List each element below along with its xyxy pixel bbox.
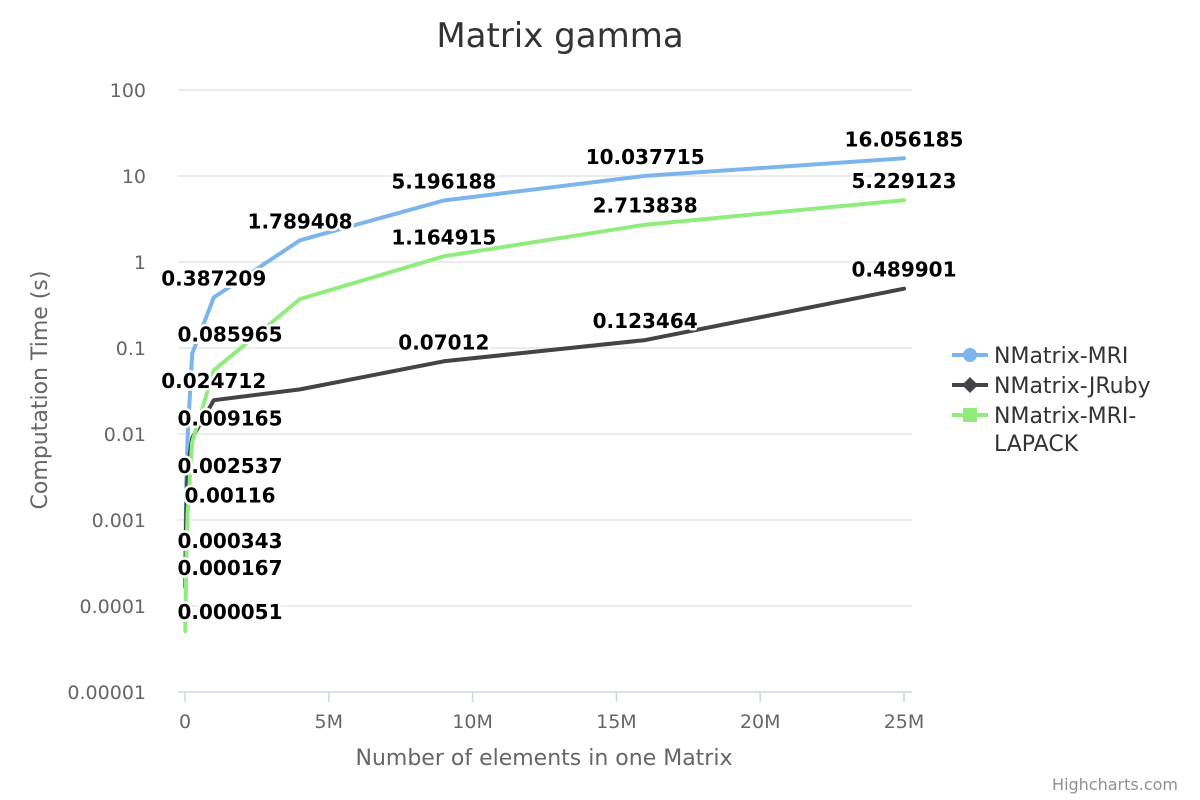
- credits[interactable]: Highcharts.com: [1052, 775, 1178, 794]
- legend-item[interactable]: NMatrix-MRI-LAPACK: [952, 404, 1136, 457]
- x-tick-label: 15M: [596, 711, 637, 733]
- data-label: 5.229123: [851, 169, 956, 193]
- x-tick-label: 25M: [884, 711, 925, 733]
- y-axis-title: Computation Time (s): [28, 271, 53, 510]
- data-label: 0.009165: [177, 406, 282, 430]
- data-label: 1.789408: [248, 209, 353, 233]
- y-tick-label: 0.01: [104, 424, 146, 446]
- data-label: 0.000343: [177, 529, 282, 553]
- legend-label: NMatrix-JRuby: [994, 374, 1151, 399]
- x-tick-label: 0: [179, 711, 191, 733]
- y-tick-label: 100: [110, 80, 146, 102]
- data-labels: 0.000343 0.002537 0.009165 0.085965 0.387209…: [159, 125, 966, 627]
- data-label: 0.07012: [398, 330, 489, 354]
- data-label: 0.000167: [177, 556, 282, 580]
- data-label: 0.000051: [177, 600, 282, 624]
- legend-label: NMatrix-MRI-LAPACK: [994, 404, 1136, 457]
- y-axis: 0.00001 0.0001 0.001 0.01 0.1 1 10 100: [67, 80, 146, 704]
- grid: [178, 89, 912, 607]
- y-tick-label: 0.00001: [67, 682, 146, 704]
- legend-item[interactable]: NMatrix-MRI: [952, 344, 1128, 369]
- data-label: 1.164915: [391, 225, 496, 249]
- legend-label: NMatrix-MRI: [994, 344, 1128, 369]
- data-label: 10.037715: [586, 145, 705, 169]
- y-tick-label: 1: [134, 252, 146, 274]
- x-tick-label: 20M: [740, 711, 781, 733]
- series-line-nmatrix-jruby[interactable]: [183, 286, 906, 589]
- data-label: 2.713838: [593, 194, 698, 218]
- chart-title: Matrix gamma: [436, 16, 683, 56]
- y-tick-label: 0.0001: [80, 596, 146, 618]
- x-axis-title: Number of elements in one Matrix: [356, 746, 733, 771]
- circle-marker-icon: [963, 348, 977, 362]
- x-tick-label: 5M: [315, 711, 343, 733]
- y-tick-label: 10: [122, 166, 146, 188]
- series-layer: [183, 156, 906, 634]
- x-tick-label: 10M: [452, 711, 493, 733]
- y-tick-label: 0.001: [92, 510, 146, 532]
- legend-item[interactable]: NMatrix-JRuby: [952, 374, 1151, 399]
- data-label: 0.489901: [851, 258, 956, 282]
- series-line-nmatrix-mri-lapack[interactable]: [183, 198, 906, 634]
- x-axis: 0 5M 10M 15M 20M 25M: [178, 691, 925, 733]
- data-label: 0.024712: [161, 369, 266, 393]
- data-label: 0.085965: [177, 323, 282, 347]
- square-marker-icon: [963, 408, 977, 422]
- y-tick-label: 0.1: [116, 338, 146, 360]
- legend: NMatrix-MRI NMatrix-JRuby NMatrix-MRI-LAPA…: [952, 344, 1151, 457]
- diamond-marker-icon: [962, 377, 978, 393]
- data-label: 16.056185: [845, 127, 964, 151]
- data-label: 0.002537: [177, 454, 282, 478]
- data-label: 0.00116: [184, 483, 275, 507]
- data-label: 0.387209: [161, 266, 266, 290]
- data-label: 5.196188: [391, 169, 496, 193]
- data-label: 0.123464: [593, 309, 698, 333]
